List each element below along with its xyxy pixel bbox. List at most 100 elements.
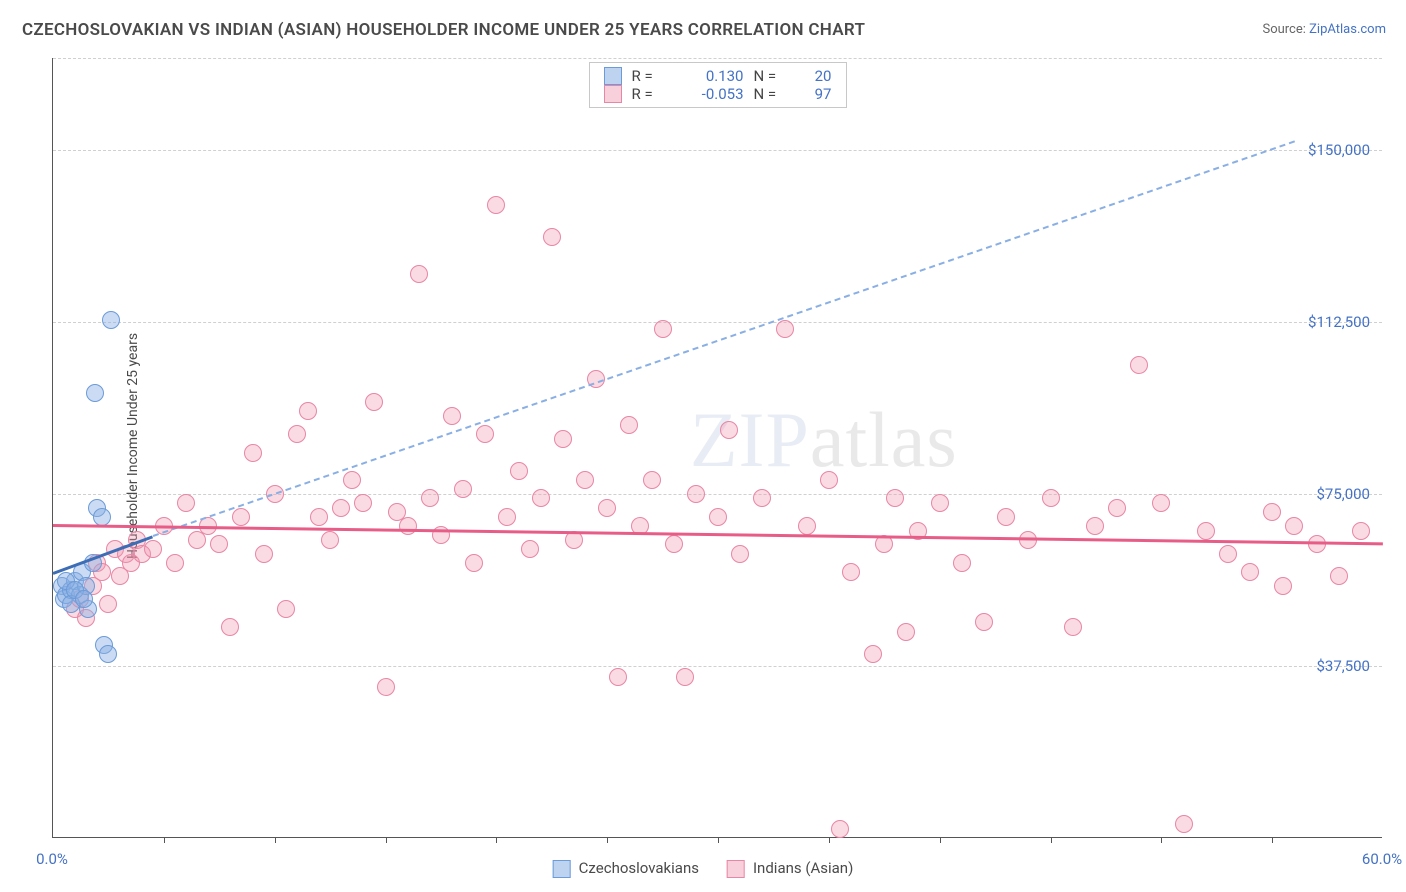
data-point (1152, 494, 1170, 512)
x-tick (940, 837, 941, 843)
data-point (720, 421, 738, 439)
gridline (53, 322, 1382, 323)
x-tick-label: 60.0% (1362, 850, 1402, 868)
data-point (864, 645, 882, 663)
chart-title: CZECHOSLOVAKIAN VS INDIAN (ASIAN) HOUSEH… (22, 20, 865, 40)
data-point (465, 554, 483, 572)
data-point (676, 668, 694, 686)
data-point (454, 480, 472, 498)
data-point (1175, 815, 1193, 833)
data-point (598, 499, 616, 517)
gridline (53, 666, 1382, 667)
source-link[interactable]: ZipAtlas.com (1309, 22, 1386, 37)
data-point (1330, 567, 1348, 585)
data-point (931, 494, 949, 512)
data-point (776, 320, 794, 338)
data-point (1130, 356, 1148, 374)
data-point (510, 462, 528, 480)
y-tick-label: $112,500 (1308, 313, 1370, 331)
data-point (1241, 563, 1259, 581)
data-point (332, 499, 350, 517)
x-tick (164, 837, 165, 843)
data-point (543, 228, 561, 246)
data-point (1042, 489, 1060, 507)
data-point (476, 425, 494, 443)
legend-n-label: N = (754, 67, 790, 85)
data-point (99, 595, 117, 613)
data-point (820, 471, 838, 489)
data-point (1274, 577, 1292, 595)
data-point (620, 416, 638, 434)
data-point (86, 384, 104, 402)
data-point (166, 554, 184, 572)
data-point (399, 517, 417, 535)
data-point (310, 508, 328, 526)
data-point (798, 517, 816, 535)
y-tick-label: $75,000 (1316, 485, 1370, 503)
data-point (365, 393, 383, 411)
legend-row-blue: R = 0.130 N = 20 (604, 67, 832, 85)
data-point (102, 311, 120, 329)
trend-line (53, 524, 1383, 545)
data-point (886, 489, 904, 507)
data-point (654, 320, 672, 338)
data-point (665, 535, 683, 553)
data-point (897, 623, 915, 641)
data-point (75, 590, 93, 608)
data-point (997, 508, 1015, 526)
correlation-legend: R = 0.130 N = 20 R = -0.053 N = 97 (589, 62, 847, 108)
data-point (842, 563, 860, 581)
legend-swatch-blue (553, 860, 571, 878)
gridline (53, 494, 1382, 495)
data-point (1064, 618, 1082, 636)
data-point (343, 471, 361, 489)
data-point (1285, 517, 1303, 535)
data-point (443, 407, 461, 425)
data-point (498, 508, 516, 526)
data-point (99, 645, 117, 663)
legend-n-label: N = (754, 85, 790, 103)
data-point (321, 531, 339, 549)
data-point (93, 508, 111, 526)
data-point (731, 545, 749, 563)
legend-n-blue: 20 (800, 67, 832, 85)
data-point (643, 471, 661, 489)
legend-item-blue: Czechoslovakians (553, 859, 699, 878)
data-point (487, 196, 505, 214)
legend-n-pink: 97 (800, 85, 832, 103)
x-tick (386, 837, 387, 843)
data-point (753, 489, 771, 507)
y-tick-label: $150,000 (1308, 141, 1370, 159)
legend-label-pink: Indians (Asian) (753, 859, 853, 877)
legend-label-blue: Czechoslovakians (579, 859, 699, 877)
series-legend: Czechoslovakians Indians (Asian) (553, 859, 854, 878)
x-tick (1161, 837, 1162, 843)
legend-r-label: R = (632, 67, 668, 85)
data-point (299, 402, 317, 420)
x-tick (718, 837, 719, 843)
data-point (232, 508, 250, 526)
data-point (953, 554, 971, 572)
x-tick (607, 837, 608, 843)
x-tick (829, 837, 830, 843)
gridline (53, 58, 1382, 59)
data-point (244, 444, 262, 462)
data-point (687, 485, 705, 503)
data-point (576, 471, 594, 489)
data-point (609, 668, 627, 686)
watermark-zip: ZIP (690, 396, 810, 483)
data-point (288, 425, 306, 443)
data-point (1108, 499, 1126, 517)
legend-swatch-pink (727, 860, 745, 878)
y-tick-label: $37,500 (1316, 657, 1370, 675)
data-point (709, 508, 727, 526)
source-prefix: Source: (1262, 22, 1309, 37)
gridline (53, 150, 1382, 151)
x-tick (1272, 837, 1273, 843)
data-point (277, 600, 295, 618)
data-point (1263, 503, 1281, 521)
data-point (1352, 522, 1370, 540)
legend-r-blue: 0.130 (678, 67, 744, 85)
legend-swatch-pink (604, 85, 622, 103)
data-point (532, 489, 550, 507)
